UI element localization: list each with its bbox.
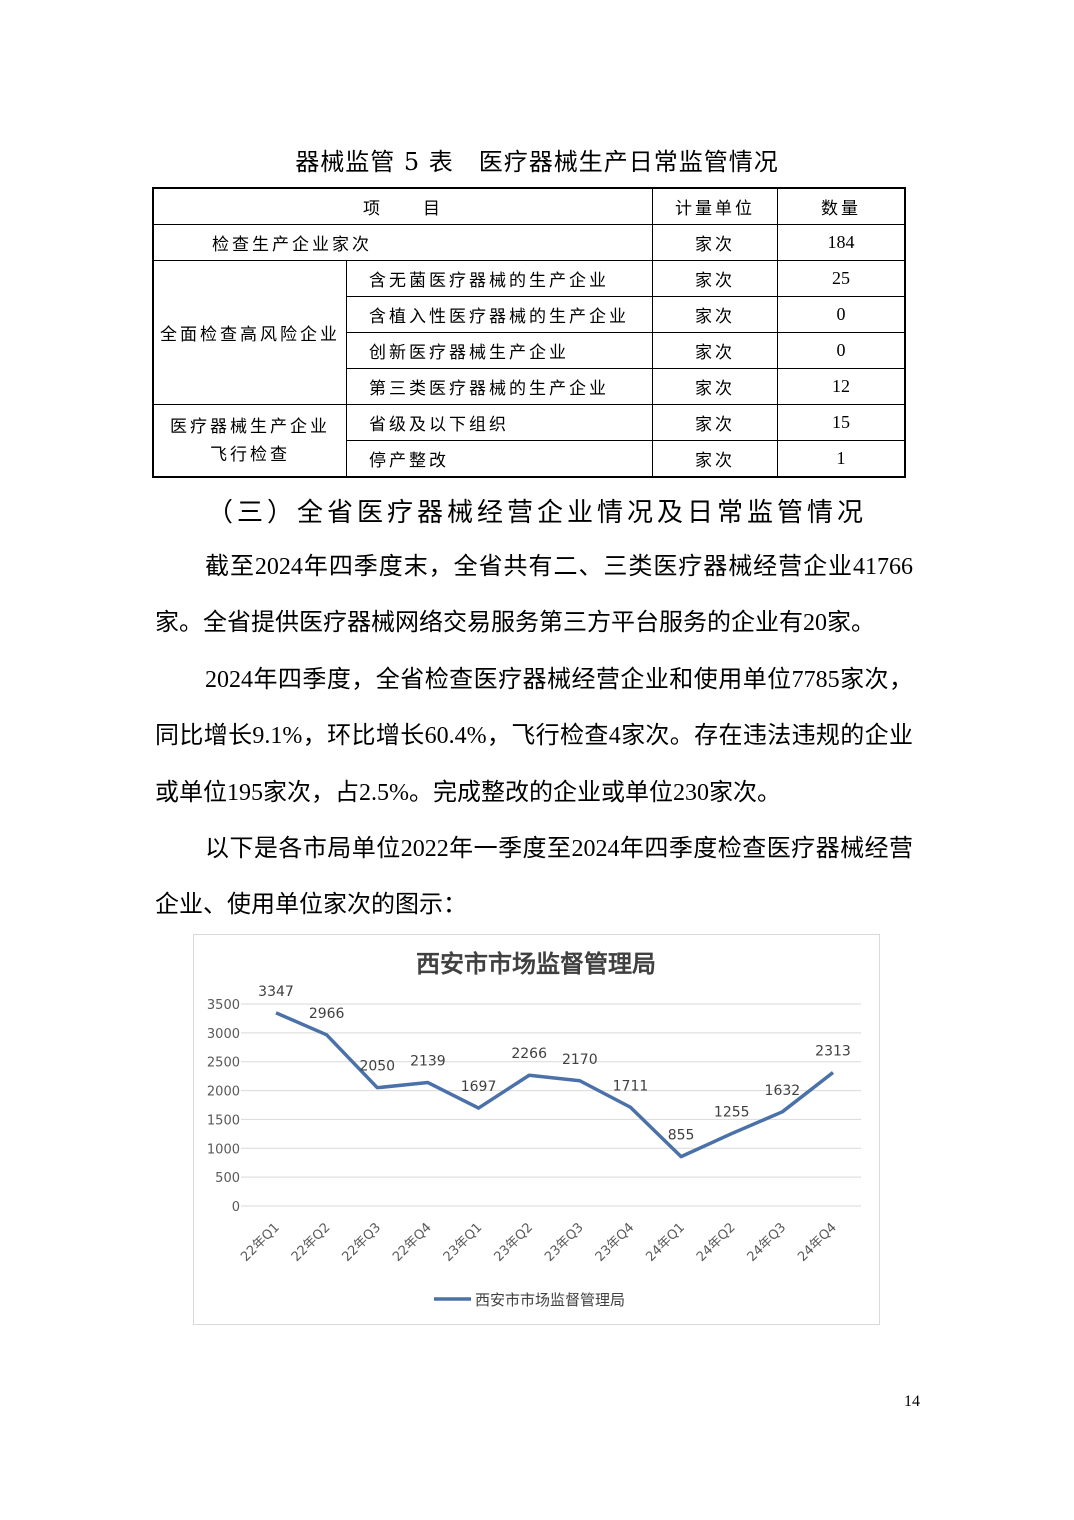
section-heading: （三）全省医疗器械经营企业情况及日常监管情况 <box>206 498 867 528</box>
x-tick-label: 23年Q3 <box>542 1220 587 1265</box>
y-tick-label: 1000 <box>207 1142 240 1157</box>
data-label: 1632 <box>765 1083 801 1099</box>
row-group-flight-check: 医疗器械生产企业 飞行检查 <box>152 404 347 478</box>
table-row: 含植入性医疗器械的生产企业 家次 0 <box>153 296 906 333</box>
line-chart: 西安市市场监督管理局 0 500 1000 1500 2000 2500 3000 3500 22… <box>207 949 861 1309</box>
header-count: 数量 <box>777 187 906 225</box>
data-label: 1711 <box>613 1078 649 1094</box>
table-row: 全面检查高风险企业 含无菌医疗器械的生产企业 家次 25 <box>152 260 906 405</box>
y-tick-label: 0 <box>232 1200 240 1215</box>
row-value: 25 <box>777 260 906 297</box>
paragraph-inspections: 2024年四季度，全省检查医疗器械经营企业和使用单位7785家次，同比增长9.1… <box>155 667 913 806</box>
row-value: 184 <box>777 224 906 261</box>
y-tick-label: 2500 <box>207 1056 240 1071</box>
row-unit: 家次 <box>652 224 778 261</box>
y-tick-label: 1500 <box>207 1113 240 1128</box>
row-item: 省级及以下组织 <box>346 404 653 441</box>
row-item: 创新医疗器械生产企业 <box>346 332 653 369</box>
x-tick-label: 23年Q2 <box>491 1220 536 1265</box>
row-value: 0 <box>777 296 906 333</box>
x-tick-label: 24年Q2 <box>694 1220 739 1265</box>
row-item: 第三类医疗器械的生产企业 <box>346 368 653 405</box>
row-item: 含无菌医疗器械的生产企业 <box>346 260 653 297</box>
table-row: 停产整改 家次 1 <box>153 440 906 478</box>
data-label: 2966 <box>309 1006 345 1022</box>
table-title: 器械监管 5 表 医疗器械生产日常监管情况 <box>295 148 779 176</box>
row-value: 12 <box>777 368 906 405</box>
row-value: 0 <box>777 332 906 369</box>
table-row: 第三类医疗器械的生产企业 家次 12 <box>153 368 906 405</box>
page-number: 14 <box>904 1393 920 1410</box>
header-item: 项 目 <box>152 187 653 225</box>
y-tick-label: 3000 <box>207 1027 240 1042</box>
x-tick-label: 24年Q4 <box>795 1220 840 1265</box>
y-tick-label: 3500 <box>207 998 240 1013</box>
y-tick-label: 2000 <box>207 1085 240 1100</box>
row-item: 停产整改 <box>346 440 653 478</box>
group-line-2: 飞行检查 <box>210 444 290 465</box>
data-label: 1255 <box>714 1105 750 1121</box>
chart-container: 西安市市场监督管理局 0 500 1000 1500 2000 2500 3000 3500 22… <box>193 934 880 1325</box>
x-tick-label: 23年Q4 <box>593 1220 638 1265</box>
x-tick-label: 23年Q1 <box>441 1220 486 1265</box>
row-unit: 家次 <box>652 368 778 405</box>
x-tick-label: 22年Q4 <box>390 1220 435 1265</box>
paragraph-enterprises: 截至2024年四季度末，全省共有二、三类医疗器械经营企业41766家。全省提供医… <box>155 554 913 637</box>
table-row: 检查生产企业家次 家次 184 <box>152 224 906 261</box>
production-supervision-table: 项 目 计量单位 数量 检查生产企业家次 家次 184 全面检查高风险企业 含无… <box>152 187 906 478</box>
x-tick-label: 24年Q3 <box>745 1220 790 1265</box>
data-label: 2139 <box>410 1054 446 1070</box>
row-value: 15 <box>777 404 906 441</box>
row-value: 1 <box>777 440 906 478</box>
data-label: 2266 <box>511 1046 547 1062</box>
series-line <box>275 1011 835 1159</box>
paragraph-chart-intro: 以下是各市局单位2022年一季度至2024年四季度检查医疗器械经营企业、使用单位… <box>155 836 913 919</box>
x-tick-label: 22年Q2 <box>289 1220 334 1265</box>
row-unit: 家次 <box>652 332 778 369</box>
row-unit: 家次 <box>652 296 778 333</box>
header-unit: 计量单位 <box>652 187 778 225</box>
row-label: 检查生产企业家次 <box>152 224 653 261</box>
table-header-row: 项 目 计量单位 数量 <box>152 187 906 225</box>
data-label: 2170 <box>562 1052 598 1068</box>
chart-title: 西安市市场监督管理局 <box>416 949 656 978</box>
y-tick-label: 500 <box>215 1171 240 1186</box>
row-group-high-risk: 全面检查高风险企业 <box>152 260 347 405</box>
data-label: 2050 <box>359 1059 395 1075</box>
row-unit: 家次 <box>652 260 778 297</box>
group-line-1: 医疗器械生产企业 <box>170 416 330 437</box>
x-tick-label: 24年Q1 <box>643 1220 688 1265</box>
x-tick-label: 22年Q3 <box>340 1220 385 1265</box>
legend-label: 西安市市场监督管理局 <box>475 1291 625 1309</box>
data-label: 855 <box>668 1128 695 1144</box>
data-label: 3347 <box>258 984 294 1000</box>
data-label: 1697 <box>461 1079 497 1095</box>
row-unit: 家次 <box>652 404 778 441</box>
data-label: 2313 <box>815 1044 851 1060</box>
row-item: 含植入性医疗器械的生产企业 <box>346 296 653 333</box>
table-row: 医疗器械生产企业 飞行检查 省级及以下组织 家次 15 <box>152 404 906 478</box>
row-unit: 家次 <box>652 440 778 478</box>
x-tick-label: 22年Q1 <box>238 1220 283 1265</box>
